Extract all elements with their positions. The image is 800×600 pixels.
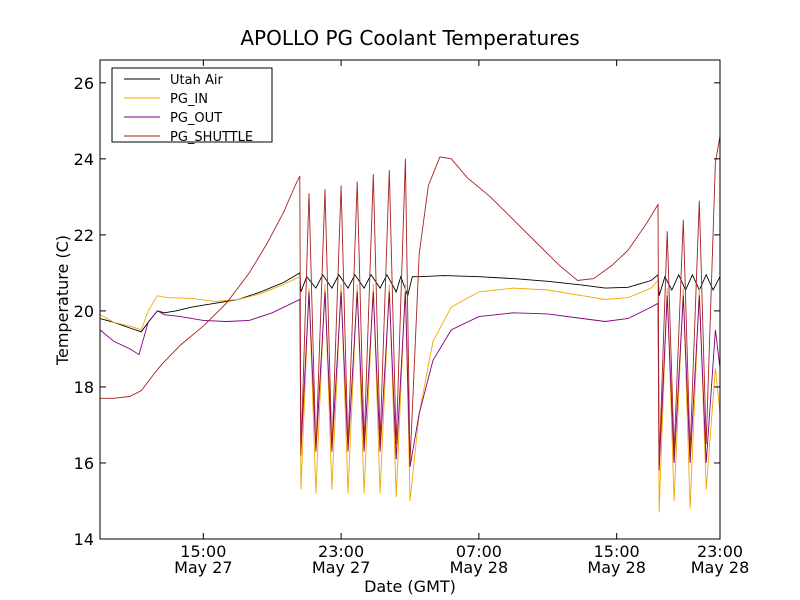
y-tick-label: 14 (74, 530, 94, 549)
y-tick-label: 22 (74, 226, 94, 245)
series-line-pg-in (100, 275, 720, 513)
y-tick-label: 16 (74, 454, 94, 473)
y-axis: 14 16 18 20 22 24 26 (74, 74, 720, 549)
series-layer (100, 135, 720, 513)
series-line-utah-air (100, 272, 720, 333)
legend-box (111, 67, 273, 143)
x-tick-time-label: 07:00 (456, 542, 502, 561)
x-tick-time-label: 23:00 (318, 542, 364, 561)
chart-title: APOLLO PG Coolant Temperatures (240, 26, 579, 50)
legend: Utah Air PG_IN PG_OUT PG_SHUTTLE (111, 67, 273, 145)
y-tick-label: 26 (74, 74, 94, 93)
legend-label: PG_IN (170, 92, 208, 107)
x-tick-time-label: 15:00 (180, 542, 226, 561)
y-tick-label: 24 (74, 150, 94, 169)
x-tick-date-label: May 28 (691, 558, 750, 577)
series-line-pg-shuttle (100, 135, 720, 467)
x-tick-time-label: 23:00 (697, 542, 743, 561)
x-tick-date-label: May 28 (587, 558, 646, 577)
x-tick-date-label: May 27 (174, 558, 233, 577)
legend-label: PG_OUT (170, 111, 222, 126)
legend-label: Utah Air (170, 73, 223, 88)
x-tick-date-label: May 28 (450, 558, 509, 577)
plot-border (99, 59, 721, 540)
legend-label: PG_SHUTTLE (170, 130, 253, 145)
x-tick-date-label: May 27 (312, 558, 371, 577)
y-tick-label: 18 (74, 378, 94, 397)
y-tick-label: 20 (74, 302, 94, 321)
y-axis-label: Temperature (C) (53, 235, 72, 366)
x-tick-time-label: 15:00 (594, 542, 640, 561)
x-axis-label: Date (GMT) (364, 577, 456, 596)
series-line-pg-out (100, 291, 720, 471)
